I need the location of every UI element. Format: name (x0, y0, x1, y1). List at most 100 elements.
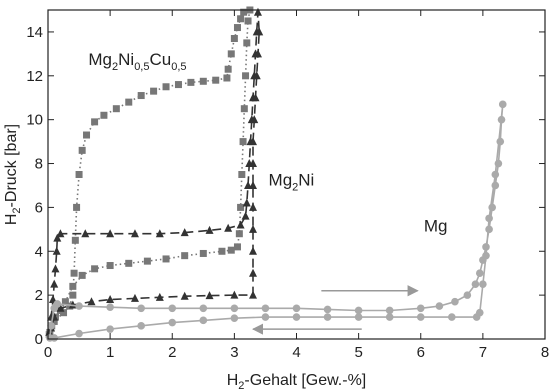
data-point-circle (416, 313, 425, 321)
data-point-circle (53, 300, 62, 308)
data-point-square (199, 249, 207, 257)
data-point-square (60, 309, 68, 317)
data-point-circle (106, 325, 114, 333)
data-point-square (125, 259, 133, 267)
data-point-triangle (249, 137, 258, 146)
data-point-triangle (68, 300, 77, 309)
data-point-triangle (230, 290, 239, 299)
data-point-circle (106, 303, 114, 311)
data-point-circle (75, 329, 83, 338)
data-point-square (243, 39, 251, 47)
data-point-triangle (249, 246, 258, 255)
data-point-circle (498, 100, 507, 109)
x-tick-label: 3 (230, 344, 238, 361)
data-point-square (239, 138, 247, 146)
data-point-triangle (180, 291, 189, 300)
x-axis-label: H2-Gehalt [Gew.-%] (227, 372, 367, 390)
y-tick-label: 4 (35, 243, 43, 260)
data-point-circle (385, 306, 394, 315)
data-point-square (218, 247, 226, 255)
data-point-square (240, 8, 248, 16)
data-point-triangle (249, 290, 258, 299)
data-point-square (78, 271, 86, 279)
series-triangle (45, 7, 264, 336)
data-point-circle (471, 280, 480, 288)
data-point-circle (168, 318, 177, 327)
data-point-square (224, 65, 232, 73)
data-point-circle (435, 302, 444, 310)
data-point-square (187, 78, 195, 86)
data-point-circle (50, 334, 59, 342)
data-point-triangle (253, 49, 262, 58)
data-point-square (71, 236, 79, 244)
data-point-circle (416, 304, 425, 313)
y-tick-label: 12 (26, 68, 43, 85)
data-point-square (69, 282, 77, 290)
data-point-square (83, 131, 91, 139)
data-point-triangle (249, 159, 258, 168)
data-point-circle (168, 304, 177, 313)
data-point-triangle (53, 233, 62, 242)
data-point-square (70, 269, 78, 277)
data-point-square (199, 77, 207, 85)
data-point-triangle (180, 228, 189, 237)
data-point-square (50, 317, 58, 325)
data-point-square (91, 265, 99, 273)
data-point-circle (479, 280, 487, 288)
y-tick-label: 10 (26, 112, 43, 129)
data-point-circle (137, 322, 145, 330)
data-point-triangle (106, 295, 115, 304)
data-point-square (137, 92, 145, 100)
data-point-circle (497, 115, 506, 124)
x-tick-label: 6 (417, 344, 425, 361)
data-point-triangle (255, 27, 264, 36)
data-point-triangle (45, 327, 54, 336)
annotation-layer: Mg2Ni0,5Cu0,5 Mg2Ni Mg (88, 50, 447, 335)
data-point-square (162, 255, 170, 263)
x-tick-label: 8 (541, 344, 549, 361)
data-point-square (223, 74, 231, 82)
data-point-triangle (51, 264, 60, 273)
data-point-square (242, 72, 250, 80)
data-point-square (106, 262, 114, 270)
data-point-triangle (249, 268, 258, 277)
data-point-circle (491, 181, 500, 190)
data-point-circle (323, 313, 332, 321)
data-point-square (75, 171, 83, 178)
data-point-circle (199, 316, 208, 325)
series-line (48, 12, 261, 333)
data-point-circle (137, 304, 145, 313)
data-point-triangle (251, 93, 260, 102)
series-circle (46, 100, 507, 342)
y-axis-label: H2-Druck [bar] (3, 124, 23, 225)
data-point-circle (491, 170, 500, 179)
data-point-triangle (52, 246, 61, 255)
data-point-circle (47, 322, 55, 330)
series-label-mg2ni05cu05: Mg2Ni0,5Cu0,5 (88, 50, 186, 73)
data-point-square (237, 203, 245, 211)
series-line (49, 104, 504, 339)
data-point-triangle (242, 198, 251, 207)
data-point-circle (472, 313, 481, 321)
data-point-square (112, 105, 120, 113)
data-point-square (240, 105, 248, 113)
data-point-triangle (224, 223, 233, 232)
data-point-triangle (50, 279, 59, 288)
data-point-circle (230, 314, 239, 322)
data-point-triangle (155, 292, 164, 301)
data-point-square (69, 291, 77, 299)
data-point-triangle (249, 202, 258, 211)
data-point-circle (261, 304, 270, 313)
data-point-square (125, 98, 133, 106)
data-point-square (230, 35, 238, 43)
data-point-square (233, 243, 241, 251)
data-point-square (181, 252, 189, 260)
data-point-triangle (106, 229, 115, 238)
x-tick-label: 4 (292, 344, 300, 361)
data-point-square (212, 76, 220, 84)
data-point-circle (451, 297, 459, 306)
data-point-square (237, 15, 245, 23)
y-tick-label: 2 (35, 287, 43, 304)
